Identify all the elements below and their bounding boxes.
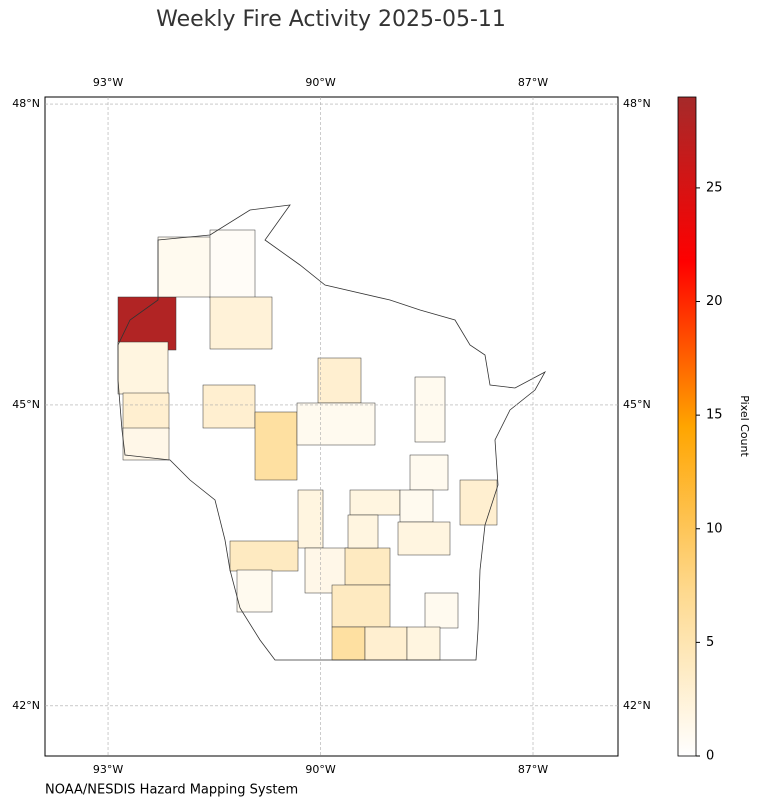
y-tick-label: 48°N: [623, 97, 651, 110]
x-tick-label: 87°W: [518, 76, 548, 89]
y-tick-label: 42°N: [623, 699, 651, 712]
county: [209, 229, 256, 299]
x-tick-label: 90°W: [305, 763, 335, 776]
state-outline: [117, 204, 547, 661]
y-tick-label: 42°N: [12, 699, 40, 712]
county: [397, 521, 451, 556]
colorbar-tick-label: 5: [706, 635, 714, 650]
x-tick-label: 90°W: [305, 76, 335, 89]
y-tick-label: 48°N: [12, 97, 40, 110]
colorbar-tick-label: 20: [706, 294, 723, 309]
county: [202, 384, 256, 429]
county: [459, 479, 498, 526]
county: [344, 547, 391, 586]
x-tick-label: 93°W: [93, 763, 123, 776]
map-frame: [44, 96, 619, 757]
county: [409, 454, 449, 491]
county: [122, 427, 170, 461]
county: [414, 376, 446, 443]
county: [209, 296, 273, 350]
county: [157, 236, 212, 298]
county: [399, 489, 434, 523]
county: [117, 341, 169, 395]
colorbar-tick-label: 0: [706, 749, 714, 764]
county: [424, 592, 459, 629]
colorbar-tick-label: 10: [706, 521, 723, 536]
county: [331, 626, 366, 661]
county: [349, 489, 401, 516]
y-tick-label: 45°N: [12, 398, 40, 411]
county: [229, 540, 299, 572]
county: [254, 411, 298, 481]
county: [347, 514, 379, 549]
colorbar-label: Pixel Count: [738, 395, 751, 457]
county: [236, 569, 273, 613]
county: [296, 402, 376, 446]
title: Weekly Fire Activity 2025-05-11: [156, 7, 506, 32]
county: [317, 357, 362, 404]
colorbar-tick-label: 15: [706, 408, 723, 423]
regions: [117, 229, 498, 661]
county: [331, 584, 391, 628]
county: [122, 392, 170, 430]
x-tick-label: 87°W: [518, 763, 548, 776]
source: NOAA/NESDIS Hazard Mapping System: [45, 783, 298, 798]
x-tick-label: 93°W: [93, 76, 123, 89]
county: [117, 296, 177, 351]
county: [406, 626, 441, 661]
y-tick-label: 45°N: [623, 398, 651, 411]
colorbar: [677, 96, 697, 757]
county: [364, 626, 408, 661]
colorbar-tick-label: 25: [706, 180, 723, 195]
county: [297, 489, 324, 549]
